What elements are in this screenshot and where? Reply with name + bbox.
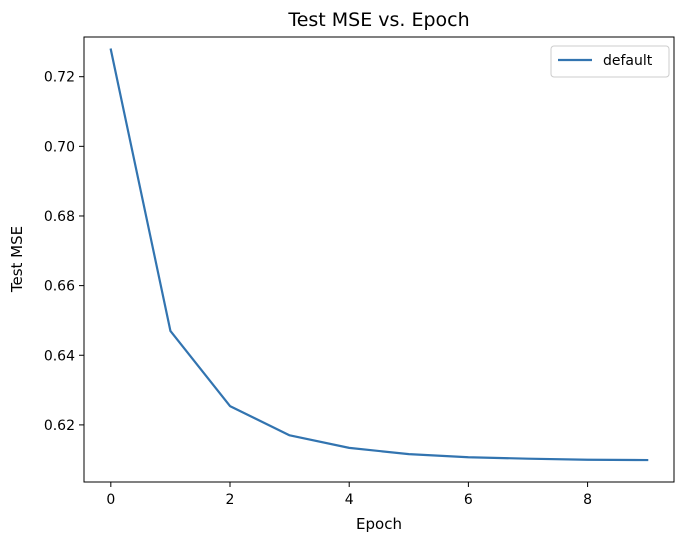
y-tick-label: 0.66 bbox=[44, 279, 75, 295]
y-tick-label: 0.62 bbox=[44, 418, 75, 434]
plot-frame bbox=[83, 36, 675, 483]
y-tick-label: 0.68 bbox=[44, 209, 75, 225]
plot-area: 0 2 4 6 8 0.62 0.64 0.66 0.68 0.70 0.72 bbox=[44, 36, 675, 508]
legend-box bbox=[550, 45, 670, 78]
x-axis-title: Epoch bbox=[356, 515, 402, 533]
legend: default bbox=[550, 45, 670, 78]
y-axis-title: Test MSE bbox=[8, 226, 26, 293]
x-tick-label: 0 bbox=[106, 492, 115, 508]
y-tick-label: 0.70 bbox=[44, 139, 75, 155]
chart-title: Test MSE vs. Epoch bbox=[287, 9, 469, 31]
x-tick-label: 2 bbox=[226, 492, 235, 508]
x-tick-label: 8 bbox=[583, 492, 592, 508]
y-tick-label: 0.64 bbox=[44, 348, 75, 364]
legend-label-default: default bbox=[603, 53, 653, 69]
series-line-default bbox=[109, 48, 649, 462]
y-tick-label: 0.72 bbox=[44, 70, 75, 86]
x-tick-label: 6 bbox=[464, 492, 473, 508]
x-tick-label: 4 bbox=[345, 492, 354, 508]
